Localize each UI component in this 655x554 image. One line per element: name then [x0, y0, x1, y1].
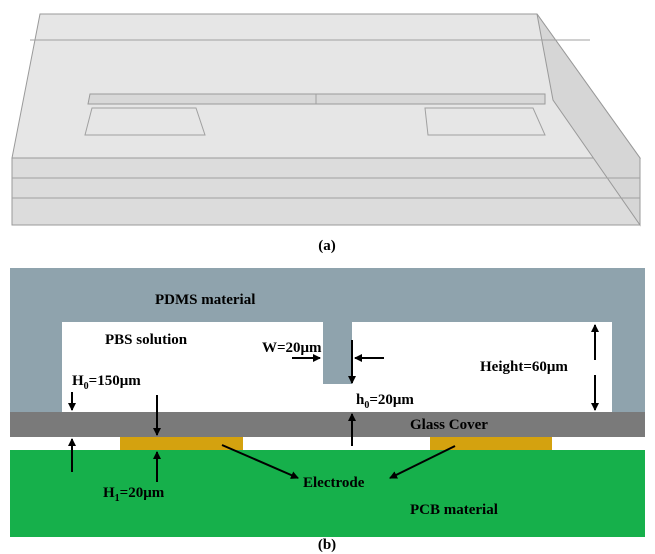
value: =20μm: [369, 392, 414, 408]
pbs-label: PBS solution: [105, 332, 188, 348]
model-3d: [12, 14, 640, 225]
width-label: W=20μm: [262, 340, 322, 356]
electrode-label: Electrode: [303, 475, 365, 491]
value: =150μm: [89, 373, 142, 389]
height-label: Height=60μm: [480, 359, 568, 375]
pcb-label: PCB material: [410, 502, 498, 518]
pdms-label: PDMS material: [155, 292, 255, 308]
caption-a: (a): [318, 238, 336, 254]
glass-label: Glass Cover: [410, 417, 488, 433]
value: =20μm: [120, 485, 165, 501]
caption-b: (b): [318, 537, 336, 553]
symbol: H: [72, 373, 84, 389]
figure: (a) PDMS material PBS solution W=20μm He…: [0, 0, 655, 554]
symbol: H: [103, 485, 115, 501]
